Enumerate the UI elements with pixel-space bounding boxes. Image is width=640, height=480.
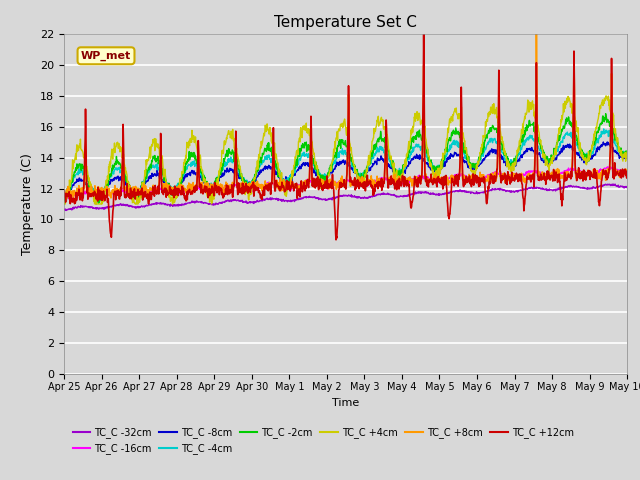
Title: Temperature Set C: Temperature Set C [274, 15, 417, 30]
TC_C +4cm [60, 201, 68, 207]
TC_C +8cm [107, 195, 115, 201]
TC_C +4cm [556, 127, 564, 132]
TC_C +8cm [532, 31, 540, 36]
TC_C -4cm [95, 194, 102, 200]
TC_C +12cm [186, 187, 193, 192]
TC_C -4cm [172, 186, 180, 192]
TC_C -32cm [507, 188, 515, 193]
TC_C +12cm [557, 196, 565, 202]
TC_C -8cm [61, 195, 68, 201]
TC_C -32cm [433, 192, 441, 197]
TC_C +8cm [623, 174, 631, 180]
X-axis label: Time: Time [332, 397, 359, 408]
TC_C +8cm [60, 191, 68, 196]
TC_C -32cm [186, 200, 193, 206]
TC_C -2cm [92, 201, 100, 207]
TC_C +4cm [602, 93, 610, 99]
TC_C +12cm [60, 187, 68, 193]
TC_C -8cm [186, 169, 193, 175]
TC_C -32cm [557, 185, 564, 191]
TC_C -4cm [557, 139, 564, 144]
TC_C -8cm [507, 163, 515, 168]
TC_C -2cm [60, 196, 68, 202]
TC_C -2cm [249, 177, 257, 183]
Line: TC_C +8cm: TC_C +8cm [64, 34, 627, 198]
TC_C -8cm [172, 184, 180, 190]
TC_C +12cm [332, 237, 340, 243]
TC_C -32cm [609, 181, 617, 187]
TC_C -4cm [249, 177, 257, 183]
TC_C -2cm [557, 132, 564, 138]
TC_C -16cm [249, 188, 257, 193]
Y-axis label: Temperature (C): Temperature (C) [22, 153, 35, 255]
TC_C +12cm [420, 31, 428, 36]
TC_C +4cm [248, 185, 256, 191]
TC_C -4cm [60, 192, 68, 198]
Line: TC_C -8cm: TC_C -8cm [64, 142, 627, 198]
TC_C +4cm [433, 174, 441, 180]
TC_C -16cm [186, 186, 193, 192]
TC_C +8cm [172, 185, 180, 191]
TC_C +8cm [507, 172, 515, 178]
TC_C -8cm [623, 154, 631, 159]
TC_C -16cm [604, 164, 611, 169]
TC_C -2cm [186, 157, 193, 163]
TC_C -2cm [602, 111, 609, 117]
Line: TC_C -32cm: TC_C -32cm [64, 184, 627, 211]
TC_C -4cm [507, 157, 515, 163]
TC_C -16cm [172, 191, 180, 196]
Legend: TC_C -32cm, TC_C -16cm, TC_C -8cm, TC_C -4cm, TC_C -2cm, TC_C +4cm, TC_C +8cm, T: TC_C -32cm, TC_C -16cm, TC_C -8cm, TC_C … [69, 423, 577, 458]
TC_C -2cm [172, 190, 180, 196]
Line: TC_C -16cm: TC_C -16cm [64, 167, 627, 201]
TC_C +4cm [507, 168, 515, 174]
TC_C -8cm [557, 148, 564, 154]
TC_C +4cm [186, 141, 193, 147]
Line: TC_C +4cm: TC_C +4cm [64, 96, 627, 204]
TC_C -8cm [60, 193, 68, 199]
TC_C -2cm [507, 161, 515, 167]
TC_C -32cm [172, 203, 180, 209]
TC_C -4cm [186, 162, 193, 168]
TC_C -32cm [623, 183, 631, 189]
TC_C -32cm [62, 208, 70, 214]
TC_C -8cm [600, 139, 607, 145]
Line: TC_C +12cm: TC_C +12cm [64, 34, 627, 240]
TC_C -32cm [249, 200, 257, 206]
TC_C -16cm [623, 170, 631, 176]
TC_C -4cm [433, 166, 441, 171]
TC_C +12cm [508, 179, 515, 185]
TC_C +12cm [434, 179, 442, 184]
TC_C +8cm [186, 184, 193, 190]
TC_C +8cm [433, 176, 441, 181]
TC_C +12cm [172, 192, 179, 198]
TC_C -16cm [433, 179, 441, 185]
Line: TC_C -2cm: TC_C -2cm [64, 114, 627, 204]
TC_C -16cm [60, 196, 68, 202]
TC_C -4cm [600, 126, 607, 132]
TC_C +8cm [249, 183, 257, 189]
TC_C -16cm [63, 198, 70, 204]
TC_C +12cm [623, 168, 631, 174]
TC_C +4cm [172, 192, 179, 198]
TC_C -32cm [60, 206, 68, 212]
TC_C -2cm [623, 151, 631, 156]
TC_C -8cm [433, 168, 441, 174]
Line: TC_C -4cm: TC_C -4cm [64, 129, 627, 197]
TC_C -16cm [507, 175, 515, 180]
TC_C +8cm [557, 172, 565, 178]
TC_C +12cm [248, 183, 256, 189]
TC_C -2cm [433, 164, 441, 170]
Text: WP_met: WP_met [81, 51, 131, 61]
TC_C -16cm [557, 170, 564, 176]
TC_C +4cm [623, 149, 631, 155]
TC_C -8cm [249, 177, 257, 183]
TC_C -4cm [623, 152, 631, 157]
